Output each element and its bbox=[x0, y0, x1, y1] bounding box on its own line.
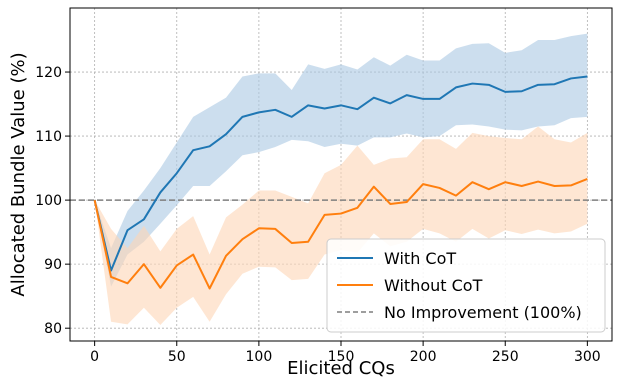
x-axis-ticks: 0 50 100 150 200 250 300 bbox=[90, 341, 601, 365]
series-line-1 bbox=[93, 178, 588, 290]
x-tick-label: 50 bbox=[168, 349, 186, 365]
x-tick-label: 300 bbox=[574, 349, 601, 365]
x-tick-label: 150 bbox=[328, 349, 355, 365]
confidence-band-0 bbox=[94, 33, 588, 287]
y-tick-label: 120 bbox=[35, 65, 62, 81]
series-line-0 bbox=[93, 75, 588, 272]
y-tick-label: 110 bbox=[35, 129, 62, 145]
y-tick-label: 100 bbox=[35, 193, 62, 209]
x-tick-label: 200 bbox=[410, 349, 437, 365]
confidence-bands bbox=[94, 33, 588, 325]
legend-label-with-cot: With CoT bbox=[384, 249, 456, 268]
legend-label-without-cot: Without CoT bbox=[384, 276, 483, 295]
legend-label-no-improvement: No Improvement (100%) bbox=[384, 303, 582, 322]
x-tick-label: 250 bbox=[492, 349, 519, 365]
series-lines bbox=[93, 75, 588, 290]
legend-box bbox=[326, 238, 606, 333]
x-tick-label: 100 bbox=[246, 349, 273, 365]
y-tick-label: 80 bbox=[44, 321, 62, 337]
y-axis-ticks: 80 90 100 110 120 bbox=[35, 65, 70, 337]
x-axis-title: Elicited CQs bbox=[287, 358, 395, 379]
y-tick-label: 90 bbox=[44, 257, 62, 273]
x-tick-label: 0 bbox=[90, 349, 99, 365]
y-axis-title: Allocated Bundle Value (%) bbox=[8, 52, 29, 296]
confidence-band-1 bbox=[94, 126, 588, 325]
legend: With CoT Without CoT No Improvement (100… bbox=[326, 238, 606, 333]
